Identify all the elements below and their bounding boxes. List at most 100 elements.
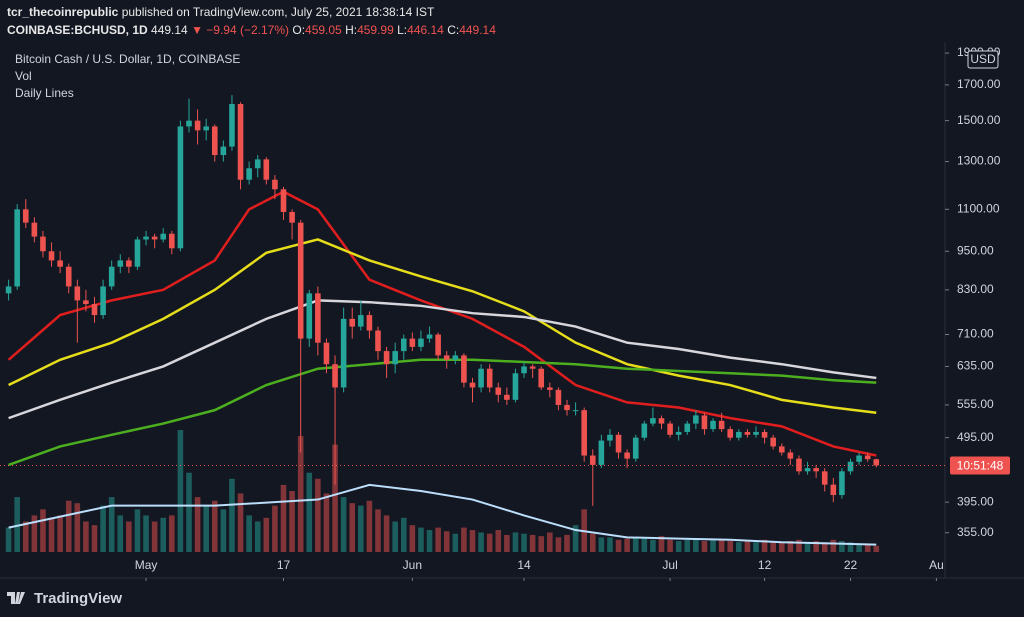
candle-body bbox=[272, 179, 278, 190]
volume-bar bbox=[323, 493, 330, 552]
volume-bar bbox=[143, 515, 149, 552]
candle-body bbox=[469, 382, 476, 388]
candle-body bbox=[400, 338, 407, 352]
volume-bar bbox=[512, 532, 519, 552]
candle-body bbox=[237, 103, 244, 180]
candle-body bbox=[5, 286, 12, 294]
volume-bar bbox=[134, 509, 141, 552]
volume-bar bbox=[151, 521, 158, 552]
volume-bar bbox=[194, 497, 201, 552]
candle-body bbox=[74, 286, 81, 301]
volume-bar bbox=[211, 500, 218, 552]
candle-body bbox=[280, 189, 287, 212]
candle-body bbox=[383, 351, 390, 365]
countdown-box bbox=[950, 456, 1010, 475]
volume-bar bbox=[461, 527, 467, 552]
candle-body bbox=[306, 293, 313, 339]
candle-body bbox=[151, 236, 158, 240]
ohlc-c: C: bbox=[447, 23, 460, 37]
volume-bar bbox=[856, 543, 862, 552]
candle-body bbox=[864, 455, 871, 460]
candle-body bbox=[787, 452, 794, 459]
volume-bar bbox=[22, 521, 29, 552]
candle-body bbox=[873, 459, 880, 466]
volume-bar bbox=[426, 530, 433, 552]
candle-body bbox=[160, 233, 167, 240]
volume-bar bbox=[289, 491, 295, 552]
candle-body bbox=[220, 146, 227, 156]
currency: USD bbox=[970, 52, 996, 66]
candle-body bbox=[710, 420, 716, 430]
candle-body bbox=[770, 437, 776, 447]
candle-body bbox=[332, 364, 338, 388]
candle-body bbox=[358, 315, 364, 327]
volume-bar bbox=[297, 436, 304, 552]
volume-bar bbox=[632, 537, 639, 552]
x-tick-label: Jul bbox=[662, 558, 677, 572]
candle-body bbox=[761, 431, 768, 438]
volume-bar bbox=[718, 539, 725, 552]
volume-bar bbox=[65, 500, 72, 552]
volume-bar bbox=[778, 542, 785, 552]
y-tick-label: 710.00 bbox=[957, 327, 994, 341]
candle-body bbox=[48, 251, 55, 261]
volume-bar bbox=[486, 533, 493, 552]
volume-bar bbox=[40, 509, 46, 552]
volume-bar bbox=[693, 538, 699, 552]
volume-bar bbox=[598, 537, 605, 552]
candle-body bbox=[117, 260, 124, 267]
volume-bar bbox=[108, 497, 115, 552]
candle-body bbox=[581, 410, 587, 456]
candle-body bbox=[126, 260, 132, 267]
candle-body bbox=[486, 368, 493, 388]
volume-bar bbox=[615, 539, 622, 552]
volume-bar bbox=[160, 517, 167, 552]
volume-bar bbox=[375, 509, 381, 552]
candle-body bbox=[203, 126, 209, 131]
volume-bar bbox=[237, 493, 244, 552]
candle-body bbox=[40, 236, 46, 252]
volume-bar bbox=[744, 541, 751, 552]
candle-body bbox=[856, 455, 862, 462]
volume-bar bbox=[675, 541, 682, 552]
volume-bar bbox=[658, 536, 665, 552]
candle-body bbox=[847, 461, 854, 472]
candle-body bbox=[134, 239, 141, 267]
volume-bar bbox=[469, 530, 476, 552]
volume-bar bbox=[813, 541, 819, 552]
y-tick-label: 395.00 bbox=[957, 494, 994, 508]
candle-body bbox=[736, 431, 742, 438]
x-tick-label: May bbox=[135, 558, 158, 572]
candle-body bbox=[727, 429, 734, 438]
candle-body bbox=[108, 266, 115, 287]
candle-body bbox=[796, 458, 802, 472]
candle-body bbox=[547, 387, 553, 390]
volume-bar bbox=[650, 539, 656, 552]
volume-bar bbox=[839, 541, 845, 552]
y-tick-label: 1700.00 bbox=[957, 77, 1001, 91]
volume-bar bbox=[873, 545, 880, 552]
candle-body bbox=[521, 366, 527, 374]
candle-body bbox=[263, 159, 270, 180]
volume-bar bbox=[117, 515, 124, 552]
candle-body bbox=[641, 423, 648, 438]
volume-bar bbox=[796, 539, 802, 552]
chart-title: Bitcoin Cash / U.S. Dollar, 1D, COINBASE bbox=[15, 52, 240, 66]
candle-body bbox=[100, 286, 106, 316]
volume-bar bbox=[169, 515, 175, 552]
candle-body bbox=[211, 126, 218, 156]
candle-body bbox=[589, 455, 596, 465]
candle-body bbox=[607, 434, 613, 441]
candle-body bbox=[452, 355, 459, 360]
y-tick-label: 635.00 bbox=[957, 359, 994, 373]
ohlc-c-v: 449.14 bbox=[459, 23, 496, 37]
x-tick-label: Jun bbox=[403, 558, 422, 572]
candle-body bbox=[529, 366, 536, 369]
y-tick-label: 1100.00 bbox=[957, 202, 1000, 216]
volume-bar bbox=[332, 444, 338, 552]
volume-bar bbox=[254, 521, 261, 552]
volume-bar bbox=[804, 542, 811, 552]
volume-bar bbox=[349, 503, 356, 552]
ma-line bbox=[8, 358, 877, 467]
